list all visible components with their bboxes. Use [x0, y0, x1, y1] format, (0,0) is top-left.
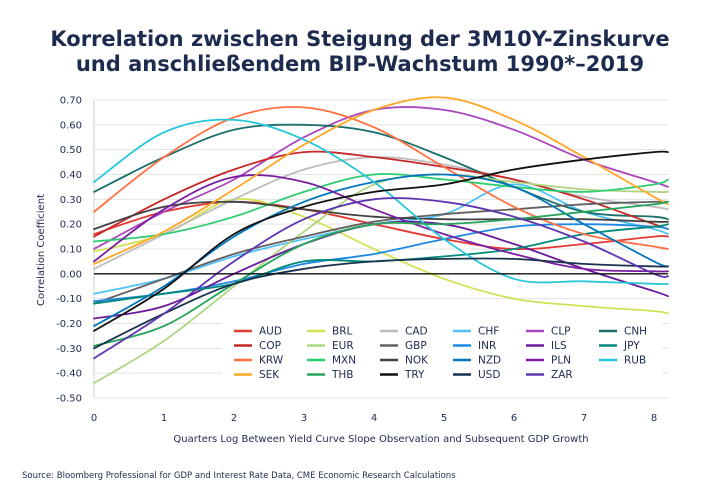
x-tick-labels: 0 1 2 3 4 5 6 7 8: [91, 413, 657, 424]
legend-label-pln: PLN: [551, 355, 571, 367]
series-lines: [93, 96, 669, 384]
legend-label-sek: SEK: [259, 369, 280, 381]
x-tick-label: 6: [511, 413, 517, 424]
y-tick-label: -0.10: [56, 294, 82, 305]
x-tick-label: 5: [441, 413, 447, 424]
legend-label-thb: THB: [331, 369, 354, 381]
series-line-cop: [93, 150, 669, 238]
series-line-cad: [93, 156, 669, 270]
y-tick-label: 0.10: [60, 245, 82, 256]
x-tick-label: 3: [301, 413, 307, 424]
series-line-inr: [93, 223, 669, 302]
legend: AUD BRL CAD CHF CLP CNH COP EUR GBP INR ILS JPY KRW M…: [222, 318, 662, 393]
legend-label-mxn: MXN: [332, 355, 356, 367]
legend-label-nzd: NZD: [478, 355, 501, 367]
legend-label-try: TRY: [404, 369, 425, 381]
series-line-krw: [93, 106, 669, 250]
chart-title-line-2: und anschließendem BIP-Wachstum 1990*–20…: [76, 52, 644, 76]
legend-label-usd: USD: [478, 369, 500, 381]
chart-title-line-1: Korrelation zwischen Steigung der 3M10Y-…: [50, 27, 669, 51]
x-tick-label: 1: [161, 413, 167, 424]
legend-label-zar: ZAR: [551, 369, 573, 381]
y-tick-label: 0.70: [60, 96, 82, 107]
y-tick-labels: 0.70 0.60 0.50 0.40 0.30 0.20 0.10 0.00 -0.10 -0.…: [56, 96, 82, 405]
series-line-rub: [93, 118, 669, 285]
y-tick-label: 0.50: [60, 145, 82, 156]
legend-label-cad: CAD: [405, 326, 428, 338]
legend-label-ils: ILS: [551, 340, 567, 352]
x-tick-label: 4: [371, 413, 377, 424]
legend-label-clp: CLP: [551, 326, 571, 338]
y-tick-label: 0.00: [60, 269, 82, 280]
x-axis-title: Quarters Log Between Yield Curve Slope O…: [173, 434, 588, 445]
legend-label-krw: KRW: [259, 355, 284, 367]
y-tick-label: -0.30: [56, 344, 82, 355]
source-note: Source: Bloomberg Professional for GDP a…: [22, 471, 456, 481]
y-tick-label: 0.60: [60, 120, 82, 131]
series-line-mxn: [93, 173, 669, 243]
legend-label-eur: EUR: [332, 340, 354, 352]
legend-label-aud: AUD: [259, 326, 282, 338]
legend-label-chf: CHF: [478, 326, 499, 338]
y-tick-label: 0.40: [60, 170, 82, 181]
legend-background: [222, 318, 662, 393]
x-tick-label: 7: [581, 413, 587, 424]
y-tick-label: 0.20: [60, 220, 82, 231]
x-tick-label: 0: [91, 413, 97, 424]
series-line-thb: [93, 200, 669, 347]
x-tick-label: 8: [651, 413, 657, 424]
y-tick-label: -0.50: [56, 394, 82, 405]
legend-label-brl: BRL: [332, 326, 352, 338]
legend-label-cop: COP: [259, 340, 281, 352]
series-line-try: [93, 150, 669, 332]
x-tick-label: 2: [231, 413, 237, 424]
series-line-cnh: [93, 123, 669, 221]
series-line-usd: [93, 257, 669, 350]
series-line-zar: [93, 197, 669, 360]
legend-label-rub: RUB: [624, 355, 646, 367]
series-line-nok: [93, 200, 669, 230]
y-axis-title: Correlation Coefficient: [36, 194, 47, 306]
series-line-pln: [93, 174, 669, 273]
y-tick-label: -0.20: [56, 319, 82, 330]
series-line-brl: [93, 197, 669, 315]
series-line-ils: [93, 220, 669, 320]
y-tick-label: 0.30: [60, 195, 82, 206]
series-line-clp: [93, 106, 669, 250]
series-line-sek: [93, 96, 669, 265]
legend-label-cnh: CNH: [624, 326, 647, 338]
legend-label-nok: NOK: [405, 355, 429, 367]
legend-label-jpy: JPY: [623, 340, 640, 352]
y-tick-label: -0.40: [56, 369, 82, 380]
legend-label-inr: INR: [478, 340, 496, 352]
legend-label-gbp: GBP: [405, 340, 427, 352]
